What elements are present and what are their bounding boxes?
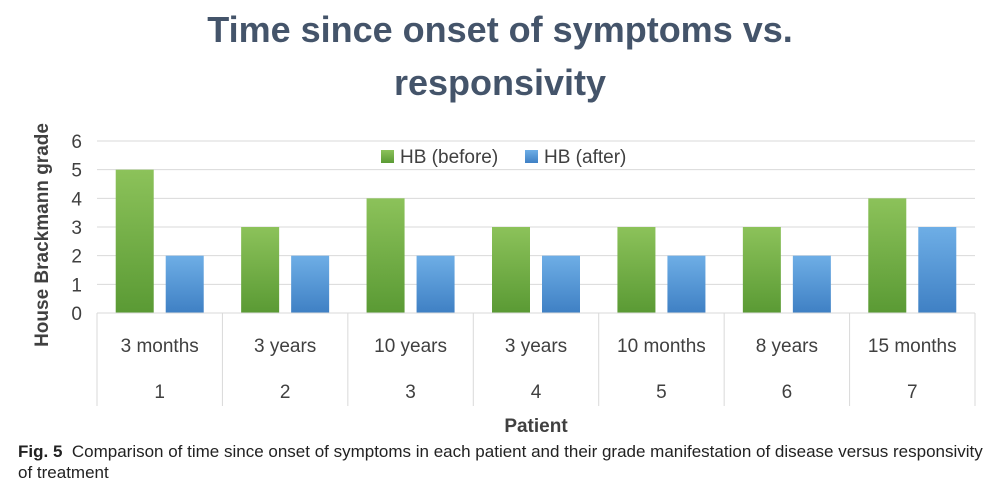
bar-hb-before [366,198,405,313]
bar-hb-before [241,227,280,313]
bar-hb-after [792,255,831,313]
x-axis-title: Patient [504,416,568,437]
category-patient-label: 4 [531,382,542,403]
category-duration-label: 15 months [868,336,957,357]
gridlines [97,140,975,314]
y-tick-label: 1 [71,275,82,296]
category-duration-label: 3 months [121,336,199,357]
category-patient-label: 1 [154,382,165,403]
y-tick-label: 3 [71,218,82,239]
figure-label: Fig. 5 [18,442,63,461]
category-duration-label: 10 months [617,336,706,357]
legend-label: HB (before) [400,147,498,168]
bar-hb-after [165,255,204,313]
figure-caption: Fig. 5 Comparison of time since onset of… [18,441,988,483]
bars [115,169,957,313]
bar-hb-after [918,227,957,313]
y-tick-label: 4 [71,189,82,210]
category-duration-label: 3 years [254,336,316,357]
y-tick-label: 0 [71,304,82,325]
bar-hb-before [115,169,154,313]
bar-hb-before [492,227,530,313]
chart-title-line-2: responsivity [394,62,606,103]
bar-hb-after [416,255,455,313]
category-patient-label: 2 [280,382,291,403]
chart-title-line-1: Time since onset of symptoms vs. [207,9,793,50]
bar-hb-before [742,227,781,313]
legend-label: HB (after) [544,147,626,168]
y-axis-ticks: 0 1 2 3 4 5 6 [71,132,82,325]
legend-swatch [525,150,538,163]
y-tick-label: 5 [71,161,82,182]
bar-hb-after [291,255,330,313]
category-duration-label: 3 years [505,336,567,357]
chart: Time since onset of symptoms vs. respons… [32,9,976,437]
bar-hb-after [667,255,706,313]
bar-hb-before [617,227,656,313]
category-axis-table: 3 months 1 3 years 2 10 years 3 3 years 4 10 mon… [96,312,976,406]
bar-hb-after [542,255,580,313]
category-patient-label: 5 [656,382,667,403]
legend: HB (before) HB (after) [381,147,626,168]
category-patient-label: 7 [907,382,918,403]
y-tick-label: 2 [71,247,82,268]
category-patient-label: 3 [405,382,416,403]
bar-hb-before [868,198,907,313]
category-duration-label: 8 years [756,336,818,357]
figure-caption-text: Comparison of time since onset of sympto… [18,442,983,482]
legend-swatch [381,150,394,163]
category-duration-label: 10 years [374,336,447,357]
category-patient-label: 6 [782,382,793,403]
y-tick-label: 6 [71,132,82,153]
y-axis-title: House Brackmann grade [32,123,53,347]
